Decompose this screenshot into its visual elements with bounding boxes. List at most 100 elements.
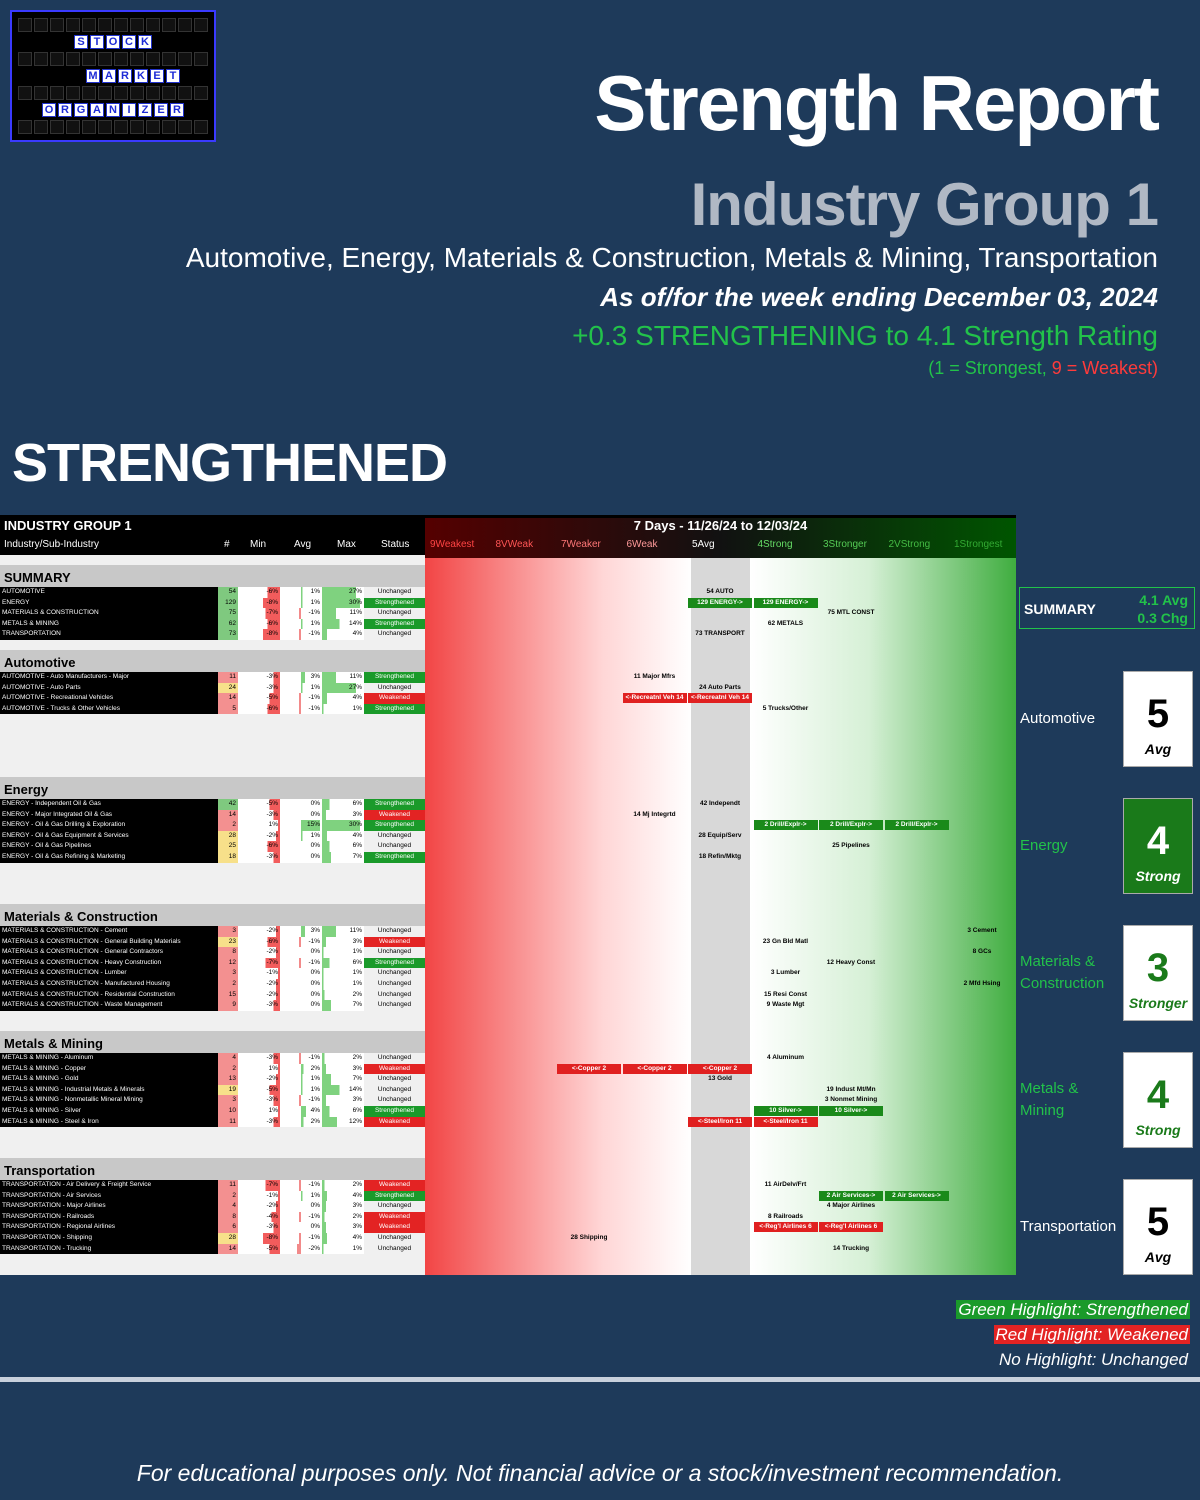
row-lane: 3 Nonmet Mining bbox=[425, 1095, 1016, 1106]
row-min: -1% bbox=[238, 968, 280, 979]
report-week: As of/for the week ending December 03, 2… bbox=[600, 282, 1158, 312]
row-avg: 0% bbox=[280, 809, 322, 821]
group-rating-box: 5 Avg bbox=[1123, 1179, 1193, 1275]
row-lane: 12 Heavy Const bbox=[425, 958, 1016, 969]
col-max: Max bbox=[337, 539, 356, 550]
summary-box: SUMMARY 4.1 Avg 0.3 Chg bbox=[1019, 587, 1195, 629]
row-lane: 2 Air Services-> 2 Air Services-> bbox=[425, 1190, 1016, 1202]
row-lane: <-Reg'l Airlines 6 <-Reg'l Airlines 6 bbox=[425, 1222, 1016, 1233]
row-avg: 1% bbox=[280, 597, 322, 609]
group-name: Transportation bbox=[1020, 1218, 1117, 1235]
row-avg: 2% bbox=[280, 1116, 322, 1128]
table-subheader: Industry/Sub-Industry bbox=[4, 539, 100, 550]
row-status: Unchanged bbox=[377, 948, 412, 956]
row-min: -3% bbox=[238, 682, 280, 694]
strength-marker: 10 Silver-> bbox=[819, 1105, 883, 1116]
logo-letter: S bbox=[74, 35, 88, 49]
row-max: 1% bbox=[322, 968, 364, 979]
scale-col-8: 8VWeak bbox=[495, 539, 534, 550]
row-avg: -1% bbox=[280, 693, 322, 704]
row-name: ENERGY - Major Integrated Oil & Gas bbox=[0, 809, 218, 821]
row-status: Unchanged bbox=[377, 683, 412, 691]
strength-marker: 54 AUTO bbox=[706, 588, 734, 595]
row-min: 1% bbox=[238, 820, 280, 831]
row-status: Weakened bbox=[364, 1222, 425, 1233]
row-avg: -1% bbox=[280, 957, 322, 969]
row-max: 12% bbox=[322, 1116, 364, 1128]
scale-col-5: 5Avg bbox=[692, 539, 715, 550]
row-min: -2% bbox=[238, 989, 280, 1001]
row-min: -5% bbox=[238, 693, 280, 704]
group-rating-number: 5 bbox=[1146, 692, 1170, 736]
group-rating: Automotive 5 Avg bbox=[1020, 671, 1196, 767]
row-avg: -2% bbox=[280, 1243, 322, 1255]
row-avg: 3% bbox=[280, 672, 322, 683]
strength-rating-change: +0.3 STRENGTHENING to 4.1 Strength Ratin… bbox=[572, 320, 1158, 351]
group-rating-label: Stronger bbox=[1128, 995, 1188, 1011]
strength-marker: <-Reg'l Airlines 6 bbox=[819, 1222, 883, 1233]
row-lane: 23 Gn Bld Matl bbox=[425, 937, 1016, 948]
row-status: Weakened bbox=[364, 1116, 425, 1128]
row-count: 2 bbox=[218, 1190, 238, 1202]
section-2: Energy ENERGY - Independent Oil & Gas 42 -5… bbox=[0, 777, 1016, 863]
table-row: METALS & MINING - Gold 13 -2% 1% 7% Unchanged… bbox=[0, 1074, 1016, 1085]
table-row: TRANSPORTATION - Air Delivery & Freight … bbox=[0, 1180, 1016, 1191]
logo-letter: I bbox=[122, 103, 136, 117]
row-avg: 1% bbox=[280, 618, 322, 630]
strength-marker: 28 Shipping bbox=[570, 1233, 608, 1241]
strength-marker: 14 Mj Integrtd bbox=[633, 810, 676, 818]
row-lane: 14 Trucking bbox=[425, 1244, 1016, 1255]
group-name: Materials & Construction bbox=[1020, 953, 1105, 992]
row-lane: <-Recreatnl Veh 14 <-Recreatnl Veh 14 bbox=[425, 693, 1016, 704]
report-subtitle: Industry Group 1 bbox=[690, 171, 1159, 238]
row-name: ENERGY - Oil & Gas Refining & Marketing bbox=[0, 851, 218, 863]
row-status: Unchanged bbox=[377, 1075, 412, 1083]
row-status: Unchanged bbox=[377, 969, 412, 977]
group-rating-box: 3 Stronger bbox=[1123, 925, 1193, 1021]
table-row: TRANSPORTATION - Shipping 28 -8% -1% 4% Uncha… bbox=[0, 1232, 1016, 1244]
section-title: Metals & Mining bbox=[0, 1031, 425, 1053]
row-count: 14 bbox=[218, 693, 238, 704]
strength-marker: <-Steel/Iron 11 bbox=[753, 1116, 818, 1127]
logo-letter: G bbox=[74, 103, 88, 117]
row-min: -5% bbox=[238, 1243, 280, 1255]
row-lane: 8 Railroads bbox=[425, 1212, 1016, 1223]
row-status: Strengthened bbox=[364, 1105, 425, 1117]
row-min: -3% bbox=[238, 851, 280, 863]
row-min: -1% bbox=[238, 1190, 280, 1202]
row-min: -7% bbox=[238, 608, 280, 619]
table-row: AUTOMOTIVE - Trucks & Other Vehicles 5 -6%… bbox=[0, 703, 1016, 715]
row-name: AUTOMOTIVE bbox=[0, 587, 218, 598]
row-min: 1% bbox=[238, 1105, 280, 1117]
row-status: Unchanged bbox=[377, 1085, 412, 1093]
group-ratings-panel: SUMMARY 4.1 Avg 0.3 Chg Automotive 5 Avg Ene… bbox=[1016, 515, 1200, 1275]
row-name: MATERIALS & CONSTRUCTION - Cement bbox=[0, 926, 218, 937]
row-min: -2% bbox=[238, 1201, 280, 1212]
row-count: 28 bbox=[218, 1232, 238, 1244]
row-name: AUTOMOTIVE - Trucks & Other Vehicles bbox=[0, 703, 218, 715]
section-5: Transportation TRANSPORTATION - Air Deliv… bbox=[0, 1158, 1016, 1255]
row-status: Strengthened bbox=[364, 1190, 425, 1202]
row-count: 5 bbox=[218, 703, 238, 715]
group-rating-label: Strong bbox=[1135, 1122, 1181, 1138]
row-count: 2 bbox=[218, 1063, 238, 1075]
row-max: 4% bbox=[322, 1232, 364, 1244]
row-lane: 8 GCs bbox=[425, 947, 1016, 958]
row-avg: 15% bbox=[280, 820, 322, 831]
row-status: Unchanged bbox=[377, 990, 412, 998]
row-name: MATERIALS & CONSTRUCTION - Lumber bbox=[0, 968, 218, 979]
row-min: -5% bbox=[238, 799, 280, 810]
legend-none: No Highlight: Unchanged bbox=[998, 1350, 1188, 1369]
col-avg: Avg bbox=[294, 539, 312, 550]
row-avg: 1% bbox=[280, 682, 322, 694]
row-count: 14 bbox=[218, 809, 238, 821]
strength-marker: <-Steel/Iron 11 bbox=[688, 1116, 752, 1127]
row-count: 4 bbox=[218, 1053, 238, 1064]
row-min: -6% bbox=[238, 841, 280, 852]
row-lane: 11 Major Mfrs bbox=[425, 672, 1016, 683]
logo-letter: T bbox=[90, 35, 104, 49]
row-avg: -1% bbox=[280, 608, 322, 619]
row-min: -2% bbox=[238, 926, 280, 937]
table-row: AUTOMOTIVE 54 -6% 1% 27% Unchanged 54 AUTO bbox=[0, 587, 1016, 598]
table-row: METALS & MINING - Steel & Iron 11 -3% 2% 12%… bbox=[0, 1116, 1016, 1128]
